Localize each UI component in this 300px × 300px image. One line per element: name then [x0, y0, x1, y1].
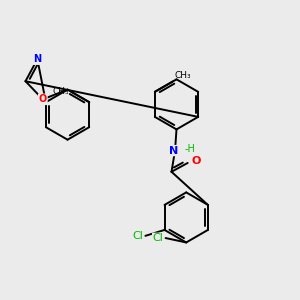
Text: O: O [191, 157, 201, 166]
Text: Cl: Cl [132, 231, 143, 241]
Text: CH₃: CH₃ [174, 71, 191, 80]
Text: N: N [33, 54, 41, 64]
Text: N: N [169, 146, 178, 156]
Text: O: O [39, 94, 47, 104]
Text: Cl: Cl [152, 233, 163, 243]
Text: CH₃: CH₃ [52, 87, 69, 96]
Text: -H: -H [184, 144, 195, 154]
